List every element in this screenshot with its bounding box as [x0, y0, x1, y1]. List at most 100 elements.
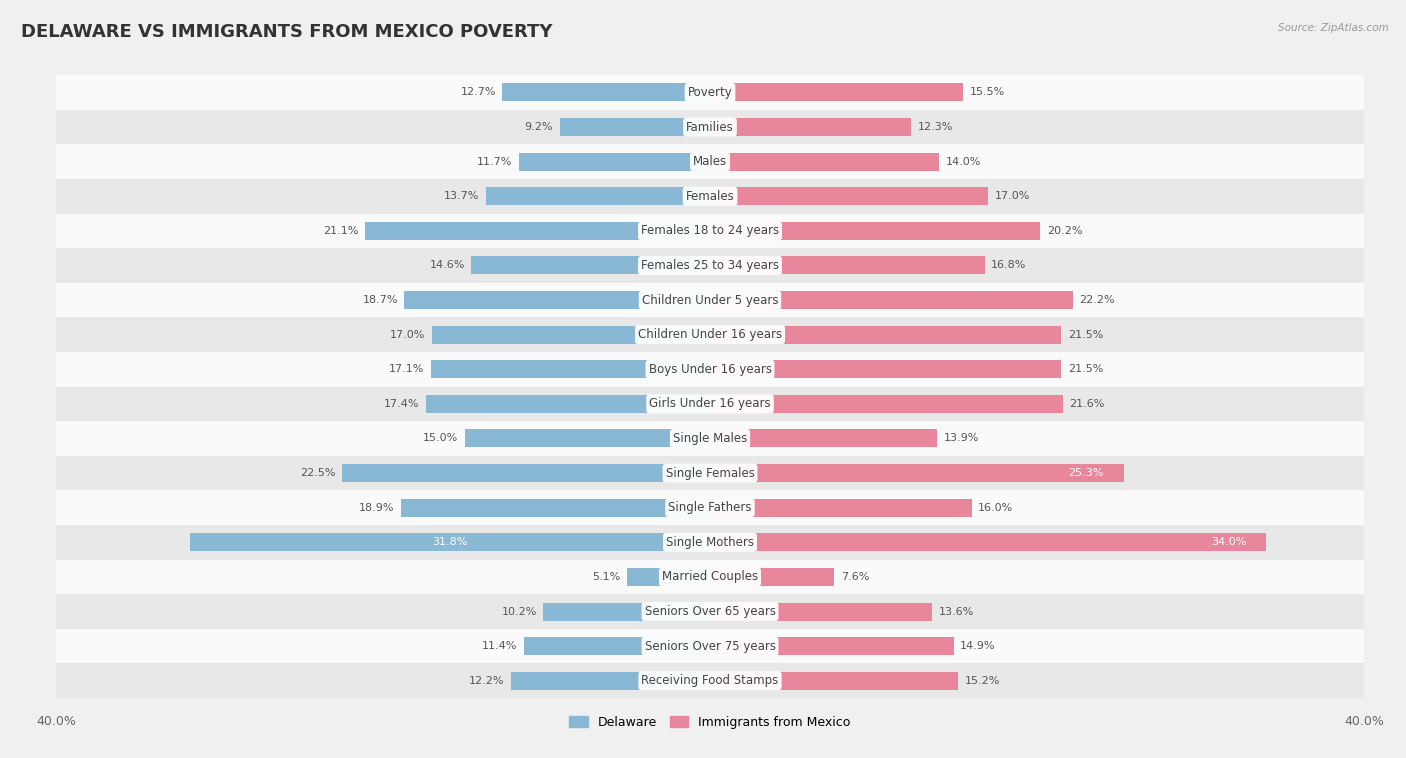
Text: Seniors Over 75 years: Seniors Over 75 years: [644, 640, 776, 653]
Text: 14.9%: 14.9%: [960, 641, 995, 651]
Text: 15.2%: 15.2%: [965, 675, 1001, 686]
Bar: [502, 83, 710, 102]
Bar: [405, 291, 710, 309]
Bar: [342, 464, 710, 482]
Text: 17.1%: 17.1%: [388, 365, 425, 374]
Bar: [56, 525, 1364, 559]
Bar: [710, 152, 939, 171]
Text: 17.0%: 17.0%: [391, 330, 426, 340]
Text: 9.2%: 9.2%: [524, 122, 553, 132]
Bar: [710, 568, 834, 586]
Bar: [56, 248, 1364, 283]
Bar: [710, 118, 911, 136]
Bar: [56, 559, 1364, 594]
Bar: [56, 490, 1364, 525]
Text: Females: Females: [686, 190, 734, 202]
Bar: [710, 395, 1063, 413]
Text: 18.9%: 18.9%: [359, 503, 395, 512]
Bar: [710, 360, 1062, 378]
Text: 12.7%: 12.7%: [460, 87, 496, 98]
Bar: [710, 534, 1265, 551]
Bar: [486, 187, 710, 205]
Text: Girls Under 16 years: Girls Under 16 years: [650, 397, 770, 410]
Bar: [465, 430, 710, 447]
Text: Females 25 to 34 years: Females 25 to 34 years: [641, 259, 779, 272]
Text: 11.7%: 11.7%: [477, 157, 512, 167]
Text: 15.0%: 15.0%: [423, 434, 458, 443]
Text: 22.5%: 22.5%: [301, 468, 336, 478]
Bar: [366, 222, 710, 240]
Bar: [56, 214, 1364, 248]
Bar: [56, 629, 1364, 663]
Text: 12.3%: 12.3%: [918, 122, 953, 132]
Text: Single Females: Single Females: [665, 467, 755, 480]
Bar: [56, 663, 1364, 698]
Bar: [543, 603, 710, 621]
Text: Children Under 5 years: Children Under 5 years: [641, 293, 779, 306]
Text: Single Males: Single Males: [673, 432, 747, 445]
Bar: [56, 283, 1364, 318]
Text: 21.6%: 21.6%: [1070, 399, 1105, 409]
Bar: [710, 499, 972, 517]
Text: 13.7%: 13.7%: [444, 191, 479, 202]
Bar: [560, 118, 710, 136]
Text: 22.2%: 22.2%: [1080, 295, 1115, 305]
Text: 10.2%: 10.2%: [502, 606, 537, 616]
Text: 15.5%: 15.5%: [970, 87, 1005, 98]
Legend: Delaware, Immigrants from Mexico: Delaware, Immigrants from Mexico: [564, 711, 856, 734]
Text: 21.5%: 21.5%: [1069, 330, 1104, 340]
Bar: [710, 464, 1123, 482]
Bar: [56, 179, 1364, 214]
Text: Poverty: Poverty: [688, 86, 733, 99]
Text: 17.0%: 17.0%: [994, 191, 1029, 202]
Bar: [56, 75, 1364, 110]
Text: Married Couples: Married Couples: [662, 571, 758, 584]
Bar: [426, 395, 710, 413]
Bar: [56, 421, 1364, 456]
Bar: [56, 387, 1364, 421]
Text: Receiving Food Stamps: Receiving Food Stamps: [641, 674, 779, 688]
Text: 12.2%: 12.2%: [468, 675, 505, 686]
Bar: [710, 222, 1040, 240]
Text: 17.4%: 17.4%: [384, 399, 419, 409]
Text: Single Fathers: Single Fathers: [668, 501, 752, 514]
Text: Children Under 16 years: Children Under 16 years: [638, 328, 782, 341]
Bar: [710, 430, 938, 447]
Text: 16.0%: 16.0%: [979, 503, 1014, 512]
Text: 21.5%: 21.5%: [1069, 365, 1104, 374]
Text: 14.0%: 14.0%: [945, 157, 981, 167]
Text: 20.2%: 20.2%: [1046, 226, 1083, 236]
Text: Boys Under 16 years: Boys Under 16 years: [648, 363, 772, 376]
Bar: [401, 499, 710, 517]
Text: Source: ZipAtlas.com: Source: ZipAtlas.com: [1278, 23, 1389, 33]
Bar: [56, 456, 1364, 490]
Text: 34.0%: 34.0%: [1211, 537, 1246, 547]
Bar: [510, 672, 710, 690]
Bar: [190, 534, 710, 551]
Bar: [710, 672, 959, 690]
Bar: [519, 152, 710, 171]
Text: 21.1%: 21.1%: [323, 226, 359, 236]
Bar: [56, 352, 1364, 387]
Text: 25.3%: 25.3%: [1069, 468, 1104, 478]
Text: Families: Families: [686, 121, 734, 133]
Bar: [710, 187, 988, 205]
Bar: [56, 110, 1364, 144]
Bar: [710, 83, 963, 102]
Bar: [430, 360, 710, 378]
Text: 16.8%: 16.8%: [991, 261, 1026, 271]
Text: 31.8%: 31.8%: [433, 537, 468, 547]
Text: 7.6%: 7.6%: [841, 572, 869, 582]
Bar: [710, 603, 932, 621]
Text: 18.7%: 18.7%: [363, 295, 398, 305]
Text: Seniors Over 65 years: Seniors Over 65 years: [644, 605, 776, 618]
Bar: [523, 637, 710, 655]
Bar: [710, 291, 1073, 309]
Bar: [56, 594, 1364, 629]
Bar: [471, 256, 710, 274]
Text: 11.4%: 11.4%: [482, 641, 517, 651]
Text: 5.1%: 5.1%: [592, 572, 620, 582]
Text: 13.9%: 13.9%: [943, 434, 979, 443]
Text: 13.6%: 13.6%: [939, 606, 974, 616]
Bar: [56, 144, 1364, 179]
